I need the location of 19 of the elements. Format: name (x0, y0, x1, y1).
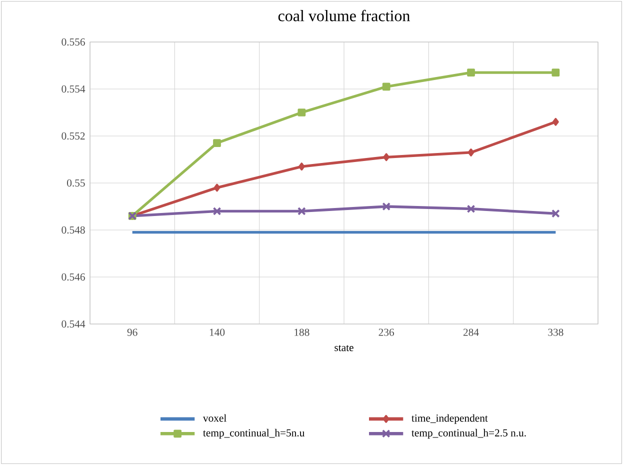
x-tick-label: 284 (463, 328, 479, 336)
y-tick-label: 0.55 (67, 179, 85, 187)
y-tick-label: 0.556 (62, 38, 85, 46)
y-tick-label: 0.544 (62, 320, 86, 328)
x-tick-label: 338 (548, 328, 564, 336)
y-tick-label: 0.546 (62, 273, 85, 281)
x-tick-label: 188 (294, 328, 310, 336)
y-tick-label: 0.548 (62, 226, 85, 234)
y-tick-label: 0.552 (62, 132, 85, 140)
x-tick-label: 236 (378, 328, 394, 336)
legend-label: temp_continual_h=5n.u (203, 428, 304, 439)
chart-title: coal volume fraction (278, 10, 410, 22)
y-tick-label: 0.554 (62, 85, 86, 93)
legend-label: voxel (202, 414, 226, 422)
x-tick-label: 140 (210, 328, 225, 336)
x-axis-title: state (334, 345, 354, 352)
legend-label: time_independent (412, 414, 488, 424)
legend-label: temp_continual_h=2.5 n.u. (412, 428, 526, 439)
x-tick-label: 96 (127, 328, 138, 336)
